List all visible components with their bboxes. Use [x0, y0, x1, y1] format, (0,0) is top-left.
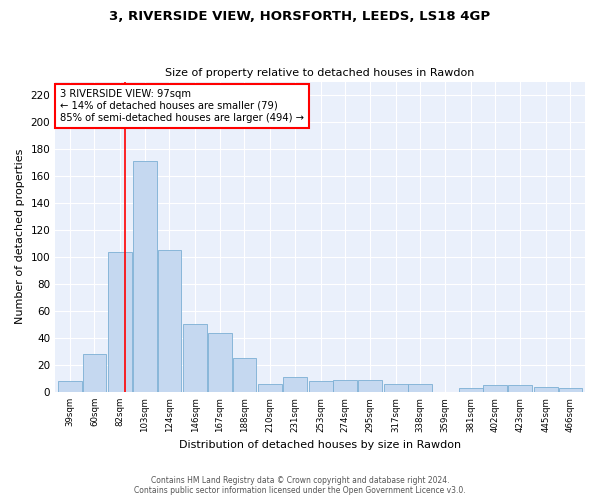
Bar	[158, 250, 181, 392]
Bar	[83, 354, 106, 392]
Bar	[534, 386, 557, 392]
Bar	[109, 252, 132, 392]
Bar	[58, 381, 82, 392]
Bar	[508, 385, 532, 392]
Text: 3 RIVERSIDE VIEW: 97sqm
← 14% of detached houses are smaller (79)
85% of semi-de: 3 RIVERSIDE VIEW: 97sqm ← 14% of detache…	[61, 90, 304, 122]
Bar	[409, 384, 432, 392]
Bar	[259, 384, 282, 392]
Bar	[283, 377, 307, 392]
Text: 3, RIVERSIDE VIEW, HORSFORTH, LEEDS, LS18 4GP: 3, RIVERSIDE VIEW, HORSFORTH, LEEDS, LS1…	[109, 10, 491, 23]
Text: Contains HM Land Registry data © Crown copyright and database right 2024.
Contai: Contains HM Land Registry data © Crown c…	[134, 476, 466, 495]
Title: Size of property relative to detached houses in Rawdon: Size of property relative to detached ho…	[166, 68, 475, 78]
Bar	[484, 385, 507, 392]
Bar	[334, 380, 357, 392]
Bar	[208, 332, 232, 392]
Bar	[459, 388, 482, 392]
Bar	[559, 388, 582, 392]
Bar	[133, 161, 157, 392]
Bar	[384, 384, 407, 392]
Bar	[184, 324, 207, 392]
Bar	[309, 381, 332, 392]
X-axis label: Distribution of detached houses by size in Rawdon: Distribution of detached houses by size …	[179, 440, 461, 450]
Y-axis label: Number of detached properties: Number of detached properties	[15, 149, 25, 324]
Bar	[233, 358, 256, 392]
Bar	[358, 380, 382, 392]
